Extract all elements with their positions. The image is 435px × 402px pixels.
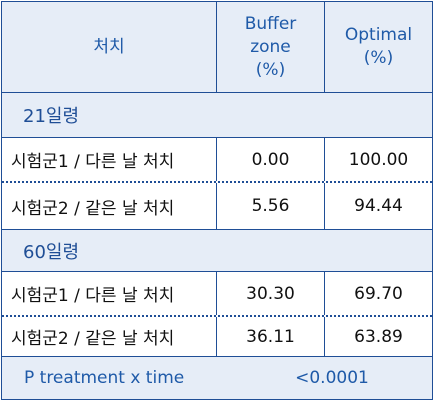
- header-buffer-zone-label: Buffer zone (%): [244, 13, 297, 80]
- table-row: 시험군1 / 다른 날 처치 0.00 100.00: [2, 138, 432, 183]
- group-row-day21: 21일령: [2, 93, 432, 138]
- optimal-cell: 63.89: [324, 317, 432, 356]
- table-header: 처치 Buffer zone (%) Optimal (%): [2, 2, 432, 93]
- group-row-day60: 60일령: [2, 230, 432, 272]
- treatment-cell: 시험군1 / 다른 날 처치: [11, 286, 175, 306]
- treatment-cell: 시험군2 / 같은 날 처치: [11, 198, 175, 219]
- buffer-cell: 36.11: [216, 317, 324, 356]
- header-treatment: 처치: [2, 2, 216, 92]
- p-value-label: P treatment x time: [24, 368, 185, 388]
- optimal-cell: 100.00: [324, 138, 432, 181]
- group-label: 21일령: [23, 106, 80, 127]
- header-treatment-label: 처치: [93, 36, 125, 57]
- buffer-cell: 30.30: [216, 272, 324, 315]
- table-row: 시험군2 / 같은 날 처치 36.11 63.89: [2, 317, 432, 357]
- buffer-cell: 5.56: [216, 183, 324, 229]
- table-row: 시험군1 / 다른 날 처치 30.30 69.70: [2, 272, 432, 317]
- p-value: <0.0001: [295, 368, 369, 388]
- group-label: 60일령: [23, 241, 80, 263]
- buffer-cell: 0.00: [216, 138, 324, 181]
- table-row: 시험군2 / 같은 날 처치 5.56 94.44: [2, 183, 432, 230]
- treatment-cell: 시험군1 / 다른 날 처치: [11, 152, 175, 172]
- treatment-cell: 시험군2 / 같은 날 처치: [11, 329, 175, 349]
- optimal-cell: 94.44: [324, 183, 432, 229]
- optimal-cell: 69.70: [324, 272, 432, 315]
- header-optimal: Optimal (%): [324, 2, 432, 92]
- header-optimal-label: Optimal (%): [344, 25, 413, 68]
- p-value-row: P treatment x time <0.0001: [2, 357, 432, 399]
- header-buffer-zone: Buffer zone (%): [216, 2, 324, 92]
